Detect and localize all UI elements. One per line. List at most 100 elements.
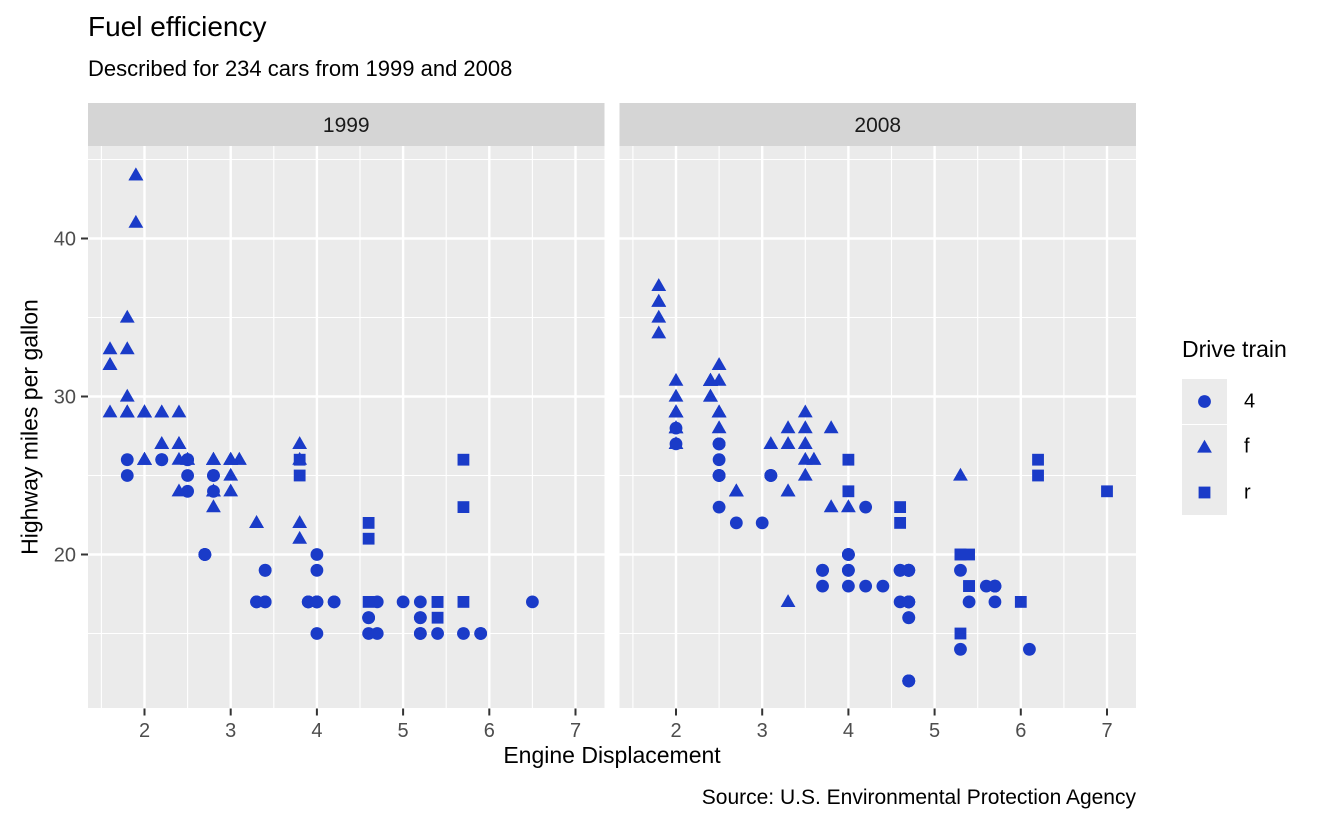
x-tick-label: 5 — [398, 720, 409, 742]
data-point — [668, 420, 684, 434]
data-point — [223, 467, 239, 481]
facet-strip — [88, 103, 605, 146]
data-point — [362, 611, 376, 625]
data-point — [842, 453, 855, 466]
legend-key-row: r — [1160, 470, 1344, 516]
data-point — [206, 483, 221, 497]
data-point — [651, 309, 667, 323]
x-tick-label: 7 — [1101, 720, 1112, 742]
data-point — [703, 372, 718, 386]
data-point — [137, 451, 152, 465]
data-point — [120, 469, 134, 482]
data-point — [816, 579, 829, 593]
data-point — [396, 595, 410, 609]
x-tick-label: 5 — [929, 720, 940, 742]
data-point — [823, 499, 839, 513]
data-point — [154, 436, 170, 449]
x-tick-label: 4 — [843, 720, 854, 742]
x-tick-label: 2 — [670, 720, 681, 742]
data-point — [120, 453, 134, 467]
data-point — [712, 453, 726, 467]
data-point — [119, 404, 135, 418]
data-point — [1197, 439, 1212, 453]
data-point — [988, 579, 1002, 593]
data-point — [651, 293, 667, 307]
data-point — [119, 341, 135, 355]
data-point — [413, 611, 427, 625]
data-point — [206, 451, 221, 465]
data-point — [651, 325, 667, 339]
data-point — [1014, 596, 1027, 608]
data-point — [816, 563, 829, 577]
data-point — [310, 595, 324, 609]
data-point — [362, 517, 375, 529]
x-tick-label: 3 — [225, 720, 236, 742]
data-point — [119, 309, 135, 323]
legend-label: 4 — [1244, 390, 1256, 413]
data-point — [258, 595, 272, 609]
data-point — [842, 485, 855, 498]
data-point — [711, 404, 727, 418]
data-point — [457, 627, 470, 640]
data-point — [703, 388, 718, 402]
data-point — [797, 436, 813, 449]
data-point — [963, 548, 975, 561]
data-point — [728, 483, 744, 497]
data-point — [457, 501, 470, 513]
x-tick-label: 2 — [139, 720, 150, 742]
data-point — [198, 548, 212, 561]
data-point — [474, 627, 488, 640]
data-point — [137, 404, 152, 418]
data-point — [457, 453, 470, 466]
data-point — [902, 674, 916, 688]
data-point — [292, 436, 308, 449]
data-point — [902, 563, 916, 577]
data-point — [988, 595, 1002, 609]
data-point — [310, 563, 324, 577]
data-point — [223, 483, 239, 497]
data-point — [171, 404, 187, 418]
data-point — [823, 420, 839, 434]
data-point — [413, 627, 427, 640]
data-point — [171, 436, 187, 449]
legend-key-row: f — [1160, 424, 1344, 471]
data-point — [842, 548, 855, 561]
data-point — [755, 516, 769, 530]
data-point — [207, 469, 220, 482]
data-point — [668, 388, 684, 402]
data-point — [362, 532, 375, 545]
data-point — [894, 501, 907, 513]
facet-strip-label: 1999 — [323, 114, 370, 137]
data-point — [327, 595, 341, 609]
data-point — [1032, 453, 1044, 466]
data-point — [780, 483, 796, 497]
data-point — [310, 548, 324, 561]
data-point — [413, 595, 427, 609]
data-point — [859, 500, 873, 514]
data-point — [806, 451, 822, 465]
data-point — [780, 420, 796, 434]
data-point — [894, 517, 907, 529]
data-point — [310, 627, 324, 640]
data-point — [1198, 486, 1211, 499]
triangle-key-icon — [1182, 424, 1227, 470]
data-point — [902, 595, 916, 609]
data-point — [712, 437, 726, 451]
data-point — [180, 451, 195, 465]
data-point — [712, 500, 726, 514]
data-point — [1101, 485, 1113, 498]
data-point — [457, 596, 470, 608]
x-axis-title: Engine Displacement — [503, 742, 721, 768]
data-point — [431, 611, 444, 624]
data-point — [1198, 395, 1211, 408]
legend-key-row: 4 — [1160, 379, 1344, 425]
data-point — [102, 404, 118, 418]
data-point — [668, 372, 684, 386]
facet-strip — [619, 103, 1136, 146]
data-point — [954, 642, 967, 656]
data-point — [954, 548, 967, 561]
legend-label: f — [1244, 435, 1250, 458]
data-point — [842, 579, 855, 593]
data-point — [954, 563, 967, 577]
